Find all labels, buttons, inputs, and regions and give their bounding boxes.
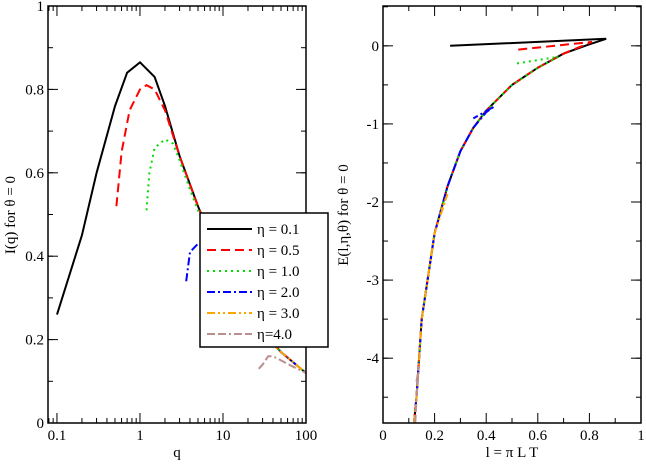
right-y-axis-label: E(l,η,θ) for θ = 0 <box>336 164 352 265</box>
y-tick-label: 0.4 <box>25 249 44 265</box>
legend-box <box>199 212 329 348</box>
x-tick-label: 1 <box>637 428 645 444</box>
series-line-4 <box>413 193 449 423</box>
legend-label-4: η = 3.0 <box>257 306 300 322</box>
y-tick-label: 0 <box>37 416 45 432</box>
y-tick-label: -4 <box>367 351 380 367</box>
x-tick-label: 0.2 <box>425 428 444 444</box>
y-tick-label: -3 <box>367 273 380 289</box>
y-tick-label: 0.8 <box>25 82 44 98</box>
legend-label-2: η = 1.0 <box>257 264 300 280</box>
y-tick-label: -2 <box>367 195 380 211</box>
x-tick-label: 0.4 <box>477 428 496 444</box>
right-x-axis-label: l = π L T <box>486 445 539 460</box>
legend: η = 0.1 η = 0.5 η = 1.0 η = 2.0 η = 3.0 η=4.0 <box>199 212 329 348</box>
x-tick-label: 1 <box>136 428 144 444</box>
series-line-0 <box>413 37 607 423</box>
series-line-1 <box>413 40 593 423</box>
right-panel: 0 0.2 0.4 0.6 0.8 1 0 -1 -2 -3 -4 <box>367 5 645 444</box>
x-tick-label: 10 <box>215 428 230 444</box>
legend-label-5: η=4.0 <box>257 327 292 343</box>
y-tick-label: 0.2 <box>25 333 44 349</box>
legend-label-3: η = 2.0 <box>257 285 300 301</box>
y-tick-label: 1 <box>37 0 45 15</box>
left-x-axis-label: q <box>173 445 181 460</box>
left-y-axis-label: I(q) for θ = 0 <box>3 176 19 254</box>
x-tick-label: 100 <box>295 428 318 444</box>
series-line-5 <box>258 355 306 374</box>
y-tick-label: 0 <box>372 39 380 55</box>
legend-label-1: η = 0.5 <box>257 243 300 259</box>
x-tick-label: 0 <box>379 428 387 444</box>
x-tick-label: 0.6 <box>528 428 547 444</box>
x-tick-label: 0.8 <box>580 428 599 444</box>
plot-frame <box>382 5 642 424</box>
y-tick-label: -1 <box>367 117 380 133</box>
legend-label-0: η = 0.1 <box>257 222 300 238</box>
series-line-5 <box>414 365 421 423</box>
x-tick-label: 0.1 <box>48 428 67 444</box>
series-line-3 <box>413 105 495 423</box>
y-tick-label: 0.6 <box>25 166 44 182</box>
